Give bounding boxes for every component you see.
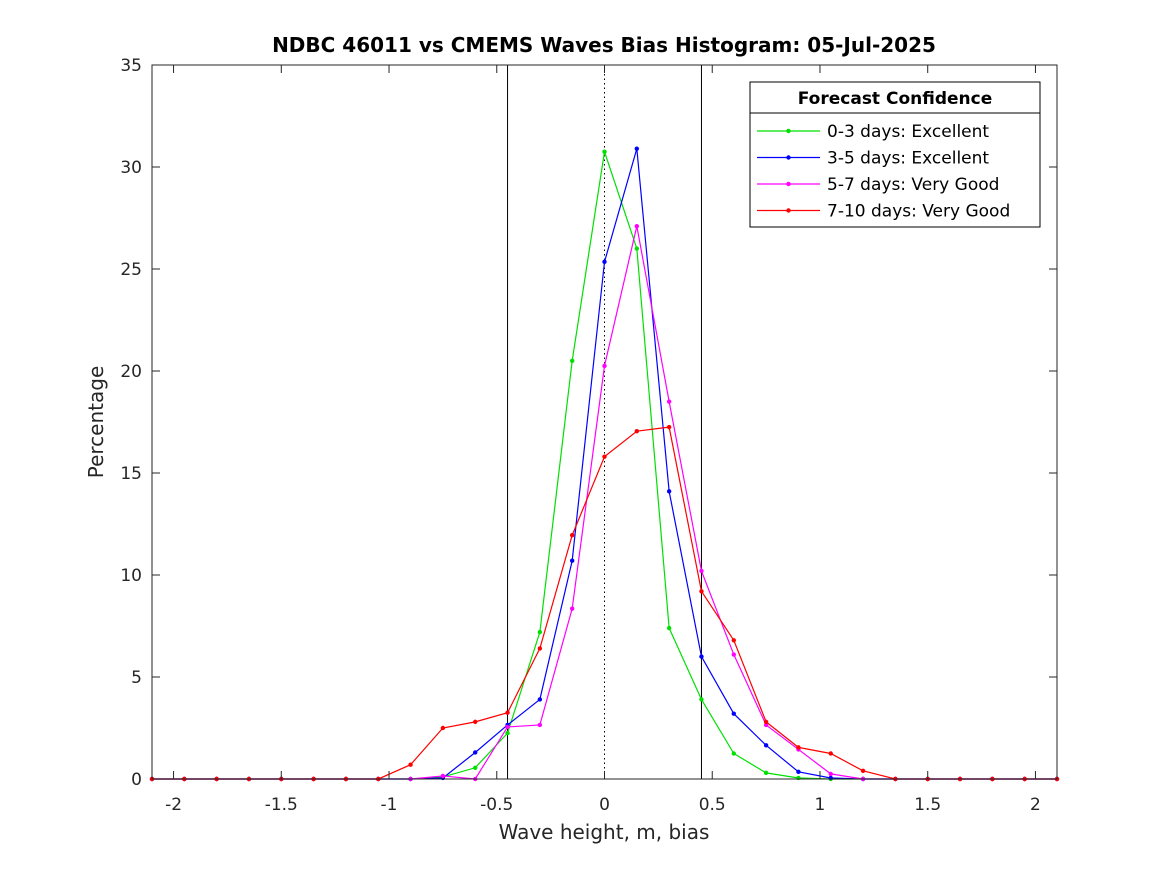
x-tick-label: -0.5	[480, 795, 513, 815]
y-tick-label: 15	[120, 464, 142, 484]
legend-item-3-5-days-excellent: 3-5 days: Excellent	[757, 149, 989, 169]
data-point	[569, 533, 575, 538]
legend-swatch-marker	[786, 155, 791, 160]
data-point	[796, 775, 801, 781]
data-point	[763, 743, 769, 748]
data-point	[634, 246, 640, 251]
legend-swatch-marker	[786, 208, 791, 213]
x-tick-label: 2	[1030, 795, 1041, 815]
data-point	[473, 719, 478, 725]
y-tick-label: 5	[131, 668, 142, 688]
data-point	[860, 768, 866, 774]
y-tick-label: 25	[120, 260, 142, 280]
data-point	[634, 428, 640, 434]
data-point	[731, 638, 736, 643]
data-point	[731, 652, 736, 657]
data-point	[473, 765, 478, 770]
x-tick-label: 1.5	[914, 795, 941, 815]
y-tick-label: 10	[120, 566, 142, 586]
legend-title: Forecast Confidence	[798, 89, 993, 109]
legend-box	[749, 81, 1041, 228]
data-point	[763, 722, 769, 728]
legend-swatch-marker	[786, 181, 791, 187]
data-point	[440, 773, 446, 779]
y-tick-label: 30	[120, 158, 142, 178]
data-point	[537, 646, 543, 651]
data-point	[537, 722, 543, 728]
data-point	[505, 724, 510, 730]
data-point	[440, 725, 446, 731]
data-point	[505, 710, 510, 715]
data-point	[569, 606, 575, 611]
legend-label: 3-5 days: Excellent	[827, 149, 989, 169]
data-point	[828, 751, 833, 756]
data-point	[666, 489, 672, 494]
y-axis-label: Percentage	[84, 366, 108, 479]
x-tick-label: 1	[815, 795, 826, 815]
x-tick-label: 0.5	[699, 795, 726, 815]
x-axis-label: Wave height, m, bias	[499, 820, 710, 844]
x-tick-label: -2	[165, 795, 182, 815]
legend-label: 7-10 days: Very Good	[827, 202, 1010, 222]
x-tick-label: -1	[381, 795, 398, 815]
data-point	[763, 719, 769, 725]
chart-title: NDBC 46011 vs CMEMS Waves Bias Histogram…	[272, 33, 936, 57]
data-point	[634, 146, 640, 151]
data-point	[473, 750, 478, 755]
data-point	[666, 625, 672, 631]
legend-item-7-10-days-very-good: 7-10 days: Very Good	[757, 202, 1010, 222]
data-point	[731, 751, 736, 756]
data-point	[699, 654, 704, 659]
data-point	[569, 358, 575, 363]
data-point	[634, 223, 640, 229]
legend: Forecast Confidence 0-3 days: Excellent 3…	[749, 81, 1041, 228]
data-point	[602, 454, 607, 459]
data-point	[828, 775, 833, 781]
data-point	[699, 589, 704, 594]
data-point	[408, 762, 413, 767]
data-point	[569, 558, 575, 563]
legend-label: 5-7 days: Very Good	[827, 175, 999, 195]
data-point	[537, 629, 543, 635]
legend-label: 0-3 days: Excellent	[827, 122, 989, 142]
y-tick-label: 35	[120, 56, 142, 76]
data-point	[699, 697, 704, 702]
data-point	[666, 424, 672, 430]
data-point	[796, 745, 801, 750]
x-tick-label: -1.5	[265, 795, 298, 815]
y-tick-label: 0	[131, 770, 142, 790]
data-point	[602, 149, 607, 154]
data-point	[699, 568, 704, 574]
data-point	[828, 771, 833, 777]
data-point	[602, 363, 607, 369]
legend-item-5-7-days-very-good: 5-7 days: Very Good	[757, 175, 999, 195]
data-point	[602, 259, 607, 265]
data-point	[731, 711, 736, 716]
data-point	[505, 730, 510, 736]
data-point	[796, 769, 801, 775]
y-tick-label: 20	[120, 362, 142, 382]
data-point	[666, 399, 672, 404]
legend-swatch-marker	[786, 128, 791, 134]
data-point	[763, 770, 769, 776]
legend-item-0-3-days-excellent: 0-3 days: Excellent	[757, 122, 989, 142]
x-tick-label: 0	[599, 795, 610, 815]
data-point	[537, 697, 543, 702]
